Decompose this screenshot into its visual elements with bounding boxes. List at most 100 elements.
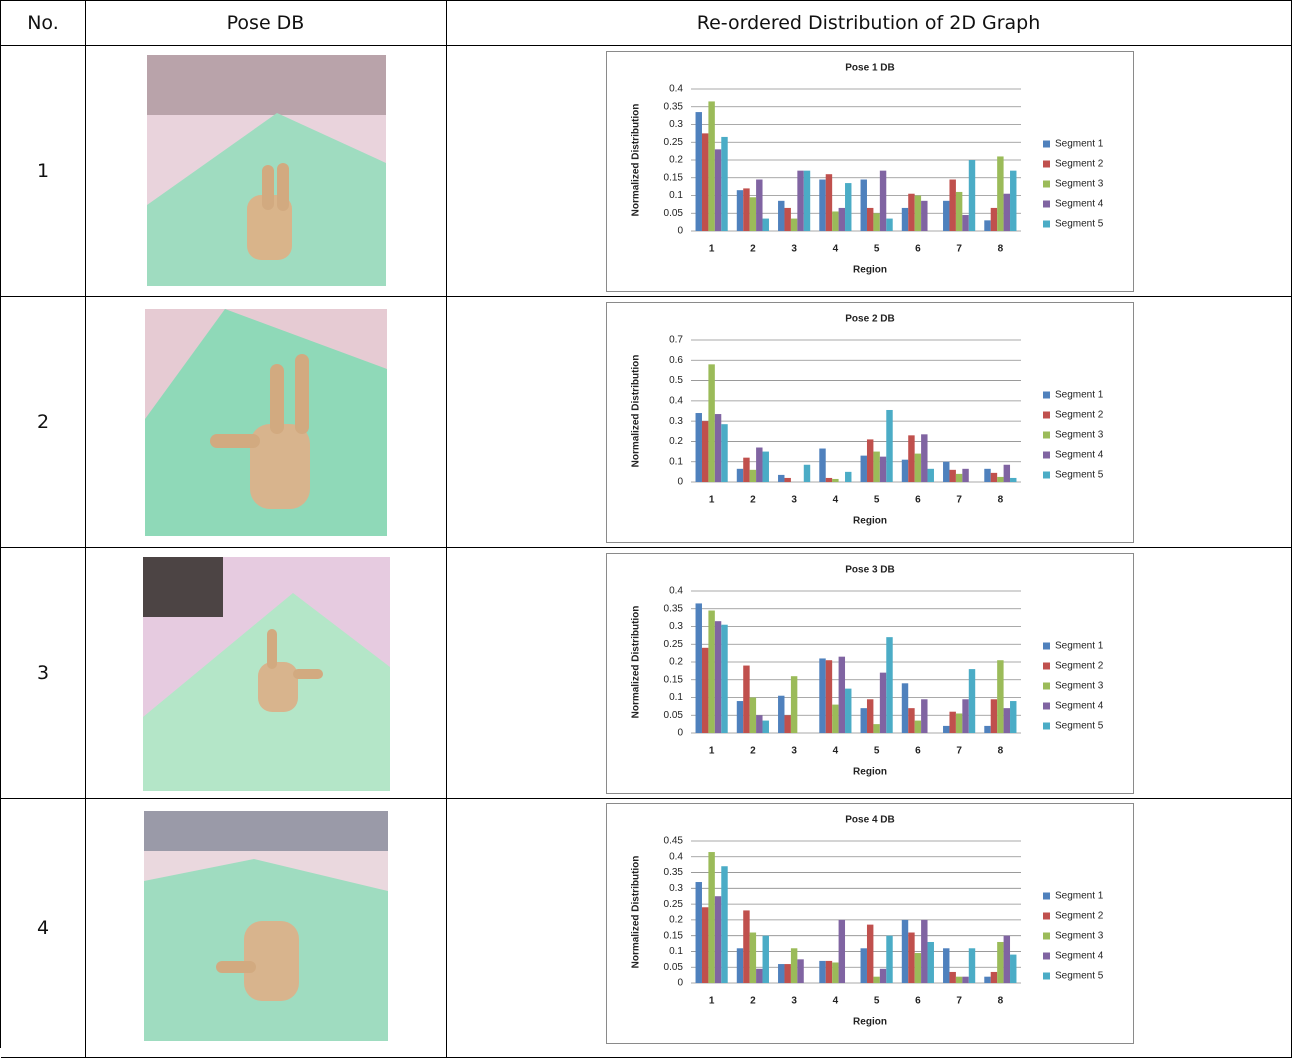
y-tick-label: 0.3	[669, 416, 683, 427]
bar	[901, 919, 909, 983]
x-tick-label: 2	[750, 244, 756, 255]
bar	[778, 200, 785, 231]
bar	[784, 207, 791, 231]
y-tick-label: 0.2	[669, 155, 683, 166]
legend-swatch	[1043, 682, 1050, 690]
y-tick-label: 0.35	[664, 603, 684, 614]
x-tick-label: 3	[791, 495, 797, 506]
x-tick-label: 5	[874, 746, 880, 757]
y-axis-label: Normalized Distribution	[631, 856, 642, 969]
y-tick-label: 0.1	[669, 456, 683, 467]
x-tick-label: 6	[915, 996, 921, 1007]
bar	[832, 211, 839, 231]
bar	[866, 439, 874, 482]
hand-photo	[147, 55, 386, 286]
bar	[743, 665, 750, 733]
bar	[997, 660, 1004, 733]
bar	[695, 112, 702, 231]
image-cell	[85, 45, 447, 297]
x-tick-label: 3	[791, 746, 797, 757]
bar	[845, 471, 852, 482]
bar	[708, 852, 715, 983]
y-tick-label: 0.15	[664, 172, 684, 183]
bar	[838, 919, 846, 983]
bar	[784, 477, 791, 482]
bar	[756, 715, 763, 733]
x-tick-label: 6	[915, 746, 921, 757]
bar	[866, 699, 874, 733]
y-tick-label: 0	[677, 978, 683, 989]
bar	[955, 976, 963, 983]
x-tick-label: 3	[791, 244, 797, 255]
bar	[762, 218, 769, 231]
bar	[845, 183, 852, 231]
legend-swatch	[1043, 431, 1050, 439]
bar	[927, 941, 934, 983]
x-tick-label: 7	[956, 746, 962, 757]
legend-swatch	[1043, 391, 1050, 399]
bar	[736, 701, 744, 733]
bar	[784, 715, 791, 733]
y-tick-label: 0.15	[664, 674, 684, 685]
legend-swatch	[1043, 200, 1050, 208]
chart-frame	[606, 553, 1134, 794]
y-tick-label: 0.05	[664, 710, 684, 721]
bar	[860, 179, 867, 231]
bar	[879, 170, 887, 231]
chart-title: Pose 2 DB	[845, 314, 894, 325]
x-tick-label: 8	[998, 996, 1004, 1007]
bar	[873, 213, 880, 231]
legend-swatch	[1043, 411, 1050, 419]
y-tick-label: 0	[677, 728, 683, 739]
chart-frame	[606, 302, 1134, 543]
bar	[955, 473, 963, 482]
legend-label: Segment 4	[1055, 701, 1104, 712]
y-tick-label: 0.4	[669, 395, 683, 406]
bar	[860, 455, 867, 482]
header-text: No.	[27, 12, 59, 34]
bar	[943, 725, 950, 733]
legend-label: Segment 2	[1055, 911, 1104, 922]
legend-label: Segment 4	[1055, 450, 1104, 461]
y-tick-label: 0.25	[664, 137, 684, 148]
bar	[914, 453, 922, 482]
chart-title: Pose 3 DB	[845, 565, 894, 576]
bar	[984, 468, 991, 482]
bar	[962, 468, 969, 482]
bar	[749, 469, 757, 482]
legend-label: Segment 3	[1055, 179, 1104, 190]
bar	[762, 451, 769, 482]
y-tick-label: 0.1	[669, 190, 683, 201]
legend-label: Segment 5	[1055, 219, 1104, 230]
y-tick-label: 0.2	[669, 915, 683, 926]
bar	[879, 456, 887, 482]
bar	[866, 924, 874, 983]
bar	[790, 948, 798, 983]
bar	[743, 910, 750, 983]
legend-swatch	[1043, 722, 1050, 730]
bar	[955, 191, 963, 231]
chart: 0 0.05 0.1 0.15 0.2 0.25 0.3 0.35 0.4 1 2 3 4 5 6 7 8 Pos…	[606, 553, 1134, 794]
row-number: 4	[1, 798, 86, 1058]
legend-label: Segment 2	[1055, 159, 1104, 170]
legend-label: Segment 4	[1055, 951, 1104, 962]
row-number: 3	[1, 547, 86, 799]
chart-frame	[606, 51, 1134, 292]
bar	[879, 672, 887, 733]
bar	[866, 207, 874, 231]
bar	[886, 218, 893, 231]
x-tick-label: 8	[998, 495, 1004, 506]
bar	[908, 435, 915, 482]
y-tick-label: 0.4	[669, 851, 683, 862]
x-tick-label: 2	[750, 996, 756, 1007]
image-cell	[85, 547, 447, 799]
legend-label: Segment 1	[1055, 641, 1104, 652]
bar	[749, 932, 757, 983]
bar	[873, 724, 880, 733]
hand-photo	[144, 811, 388, 1041]
bar	[879, 968, 887, 983]
x-tick-label: 1	[709, 996, 715, 1007]
row-number: 1	[1, 45, 86, 297]
